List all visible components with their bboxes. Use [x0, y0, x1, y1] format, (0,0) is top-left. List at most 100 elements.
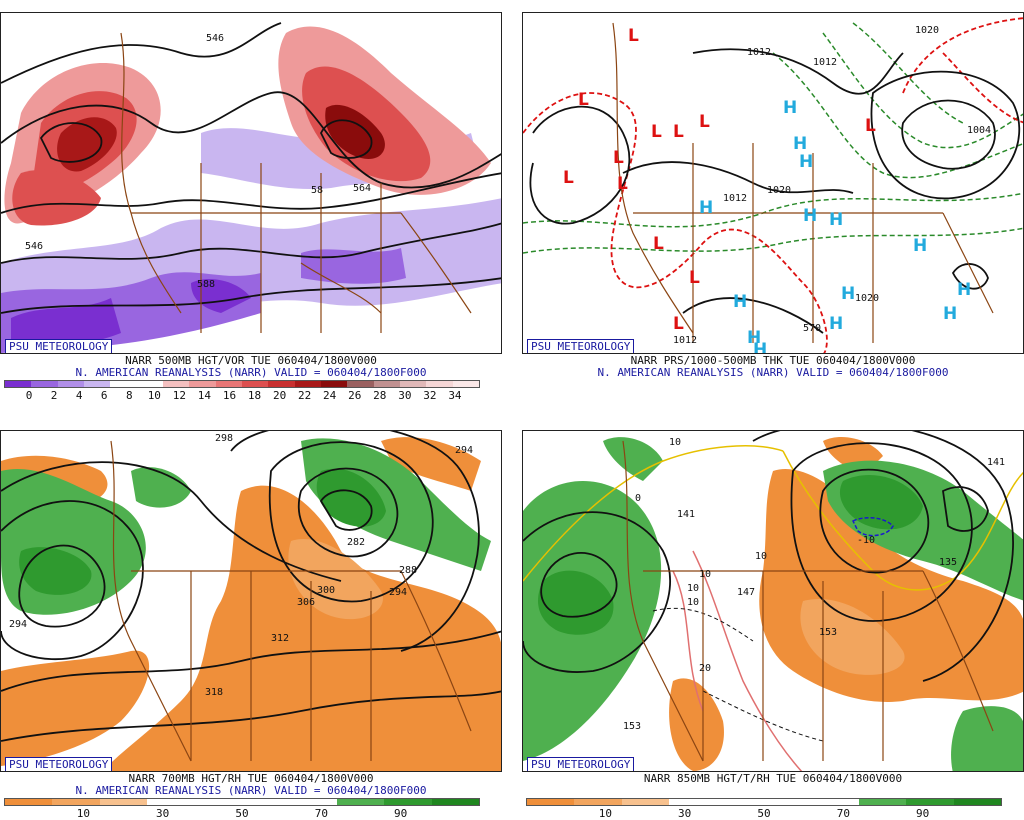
colorbar-tick-label: 18: [247, 389, 262, 402]
colorbar-tick-label: 8: [125, 389, 133, 402]
colorbar-swatch: [147, 799, 195, 805]
low-marker: L: [673, 314, 684, 334]
high-marker: H: [957, 280, 971, 300]
high-marker: H: [733, 292, 747, 312]
map-title: NARR 700MB HGT/RH TUE 060404/1800V000: [128, 772, 374, 785]
contour-label: 20: [699, 663, 711, 674]
contour-label: 135: [939, 557, 957, 568]
moist-region: [839, 475, 923, 530]
contour-label: 546: [206, 33, 224, 44]
dry-region: [800, 599, 905, 675]
contour-label: 141: [677, 509, 695, 520]
low-marker: L: [689, 268, 700, 288]
map-title: NARR PRS/1000-500MB THK TUE 060404/1800V…: [630, 354, 916, 367]
colorbar-swatch: [669, 799, 717, 805]
vorticity-map-canvas: 546 564 546 588 58: [1, 22, 501, 353]
contour-label: 282: [347, 537, 365, 548]
moist-region: [131, 467, 191, 508]
high-pressure-centers: H H H H H H H H H H H H H H: [699, 98, 971, 353]
high-marker: H: [829, 210, 843, 230]
high-marker: H: [943, 304, 957, 324]
colorbar-swatch: [215, 381, 242, 387]
dry-region: [669, 678, 724, 771]
contour-label: 1012: [813, 57, 837, 68]
colorbar-swatch: [426, 381, 453, 387]
dry-region: [102, 485, 501, 771]
colorbar-swatch: [858, 799, 907, 805]
dry-region: [1, 650, 150, 766]
colorbar-swatch: [320, 381, 348, 387]
rh-850-map-canvas: 10 0 141 -10 135 10 10 147 10 10 153 20 …: [523, 431, 1023, 771]
contour-label: 294: [455, 445, 473, 456]
map-valid-time: N. AMERICAN REANALYSIS (NARR) VALID = 06…: [597, 366, 949, 379]
vorticity-maximum: [325, 104, 385, 159]
contour-label: 58: [311, 185, 323, 196]
vorticity-band: [301, 248, 406, 284]
thickness-contours-cold: [523, 22, 1023, 254]
low-marker: L: [865, 116, 876, 136]
rh-colorbar-ticks: 10 30 50 70 90: [526, 808, 1002, 820]
contour-label: 1020: [767, 185, 791, 196]
vorticity-maximum: [57, 117, 117, 172]
colorbar-swatch: [953, 799, 1002, 805]
rh-700-map-canvas: 298 294 282 288 300 306 294 294 312 318: [1, 431, 501, 771]
contour-label: 1020: [915, 25, 939, 36]
colorbar-tick-label: 14: [197, 389, 212, 402]
colorbar-swatch: [5, 381, 32, 387]
colorbar-tick-label: 70: [314, 807, 328, 820]
contour-label: 1012: [747, 47, 771, 58]
colorbar-swatch: [242, 799, 290, 805]
low-marker: L: [673, 122, 684, 142]
credit-label: PSU METEOROLOGY: [527, 339, 635, 353]
colorbar-tick-label: 4: [75, 389, 83, 402]
colorbar-swatch: [57, 381, 84, 387]
map-title: NARR 500MB HGT/VOR TUE 060404/1800V000: [125, 354, 377, 367]
colorbar-tick-label: 22: [298, 389, 312, 402]
contour-label: 306: [297, 597, 315, 608]
contour-label: 294: [9, 619, 27, 630]
colorbar-tick-label: 30: [156, 807, 170, 820]
contour-label: 588: [197, 279, 215, 290]
high-marker: H: [799, 152, 813, 172]
map-valid-time: N. AMERICAN REANALYSIS (NARR) VALID = 06…: [75, 366, 427, 379]
height-contours: [523, 431, 1014, 682]
colorbar-tick-label: 2: [50, 389, 58, 402]
rh-colorbar-ticks: 10 30 50 70 90: [4, 808, 480, 820]
credit-label: PSU METEOROLOGY: [5, 757, 113, 771]
temperature-contours: [523, 445, 1023, 771]
high-marker: H: [913, 236, 927, 256]
panel-500mb-vorticity: 546 564 546 588 58 PSU METEOROLOGY NARR …: [0, 12, 502, 402]
colorbar-swatch: [336, 799, 385, 805]
rh-colorbar: [4, 798, 480, 806]
contour-label: 0: [635, 493, 641, 504]
contour-label: 141: [987, 457, 1005, 468]
colorbar-swatch: [399, 381, 427, 387]
colorbar-tick-label: 10: [598, 807, 612, 820]
contour-label: 1020: [855, 293, 879, 304]
colorbar-tick-label: 30: [678, 807, 692, 820]
moist-region: [603, 437, 663, 481]
colorbar-tick-label: 28: [373, 389, 387, 402]
high-marker: H: [783, 98, 797, 118]
colorbar-swatch: [110, 381, 137, 387]
contour-label: 1012: [673, 335, 697, 346]
contour-label: 153: [819, 627, 837, 638]
colorbar-swatch: [5, 799, 53, 805]
map-valid-time: N. AMERICAN REANALYSIS (NARR) VALID = 06…: [75, 784, 427, 797]
low-marker: L: [699, 112, 710, 132]
colorbar-swatch: [621, 799, 670, 805]
colorbar-tick-label: 10: [76, 807, 90, 820]
colorbar-swatch: [52, 799, 100, 805]
colorbar-swatch: [906, 799, 954, 805]
high-marker: H: [841, 284, 855, 304]
moist-region: [538, 570, 614, 635]
colorbar-tick-label: 0: [25, 389, 33, 402]
colorbar-swatch: [99, 799, 148, 805]
map-title: NARR 850MB HGT/T/RH TUE 060404/1800V000: [643, 772, 903, 785]
low-marker: L: [617, 174, 628, 194]
high-marker: H: [747, 328, 761, 348]
rh-colorbar: [526, 798, 1002, 806]
contour-label: 10: [699, 569, 711, 580]
low-marker: L: [628, 26, 639, 46]
colorbar-swatch: [452, 381, 479, 387]
